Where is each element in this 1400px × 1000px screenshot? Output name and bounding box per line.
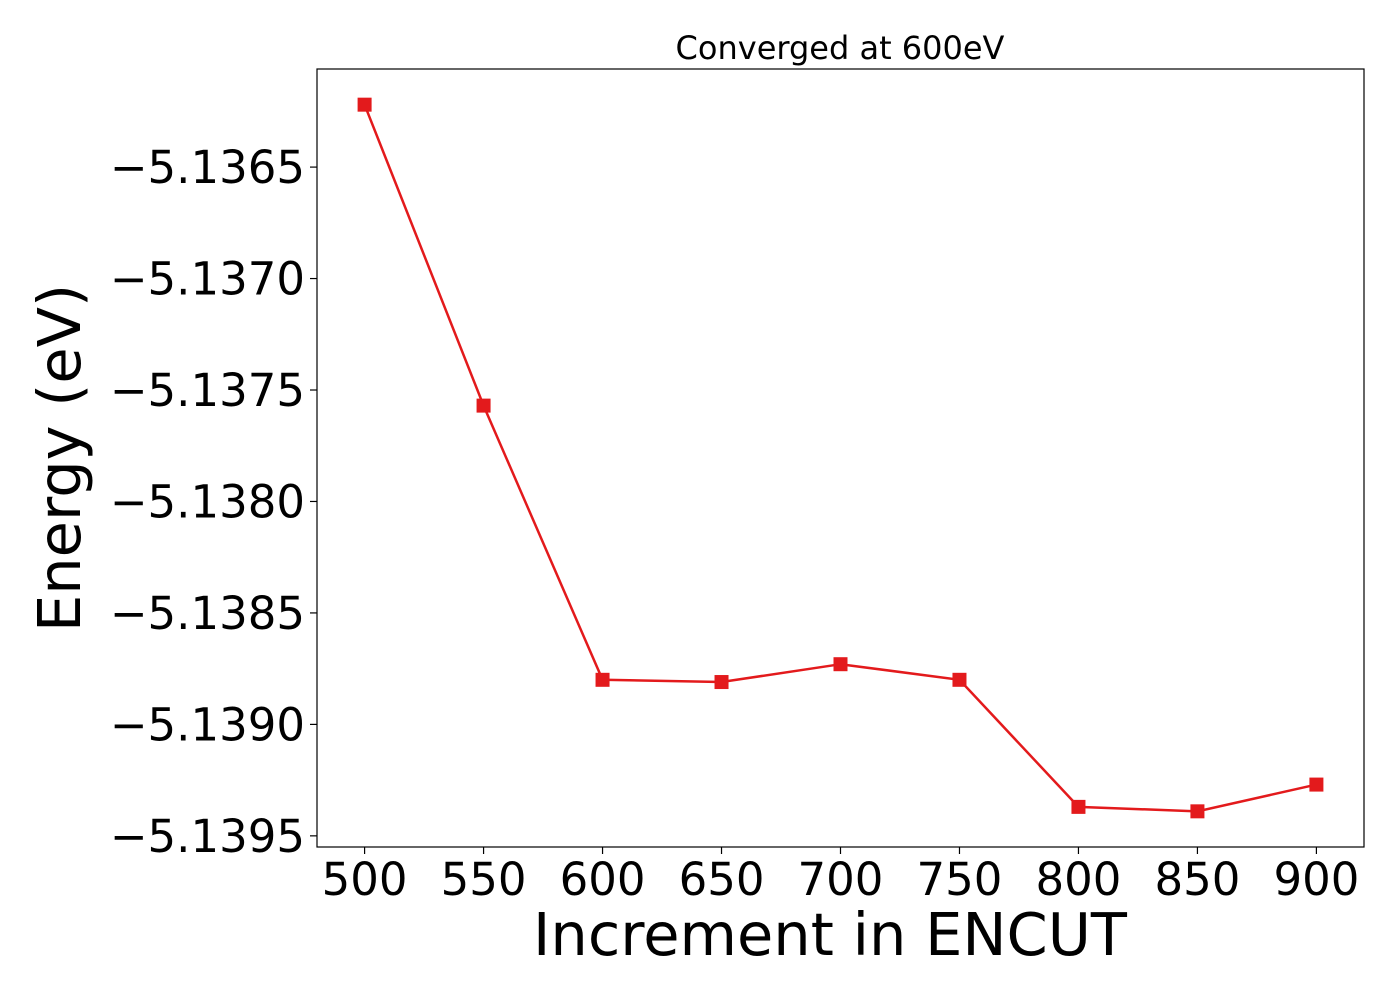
- x-tick-label: 850: [1154, 853, 1240, 906]
- x-tick-label: 700: [798, 853, 884, 906]
- data-point-marker: [1190, 804, 1205, 819]
- chart-title: Converged at 600eV: [676, 29, 1005, 67]
- series-layer: [357, 97, 1324, 819]
- x-tick-label: 650: [679, 853, 765, 906]
- x-tick-label: 750: [917, 853, 1003, 906]
- y-tick-label: −5.1390: [110, 698, 305, 751]
- x-axis-ticks: 500 550 600 650 700 750 800 850 900: [322, 847, 1359, 906]
- data-point-marker: [1071, 799, 1086, 814]
- y-tick-label: −5.1370: [110, 253, 305, 306]
- x-tick-label: 600: [560, 853, 646, 906]
- x-tick-label: 900: [1273, 853, 1359, 906]
- data-point-marker: [952, 672, 967, 687]
- x-tick-label: 550: [441, 853, 527, 906]
- x-tick-label: 800: [1036, 853, 1122, 906]
- y-tick-label: −5.1385: [110, 587, 305, 640]
- series-line: [363, 104, 1317, 813]
- data-point-marker: [1309, 777, 1324, 792]
- y-axis-label: Energy (eV): [25, 284, 94, 632]
- data-point-marker: [595, 672, 610, 687]
- y-tick-label: −5.1365: [110, 141, 305, 194]
- x-axis-label: Increment in ENCUT: [533, 900, 1128, 969]
- plot-area-frame: [316, 68, 1365, 848]
- x-tick-label: 500: [322, 853, 408, 906]
- y-tick-label: −5.1375: [110, 364, 305, 417]
- data-point-marker: [714, 675, 729, 690]
- data-point-marker: [357, 97, 372, 112]
- y-tick-label: −5.1395: [110, 810, 305, 863]
- y-tick-label: −5.1380: [110, 475, 305, 528]
- data-point-marker: [833, 657, 848, 672]
- data-point-marker: [476, 398, 491, 413]
- y-axis-ticks: −5.1365 −5.1370 −5.1375 −5.1380 −5.1385 −5.13…: [110, 141, 317, 863]
